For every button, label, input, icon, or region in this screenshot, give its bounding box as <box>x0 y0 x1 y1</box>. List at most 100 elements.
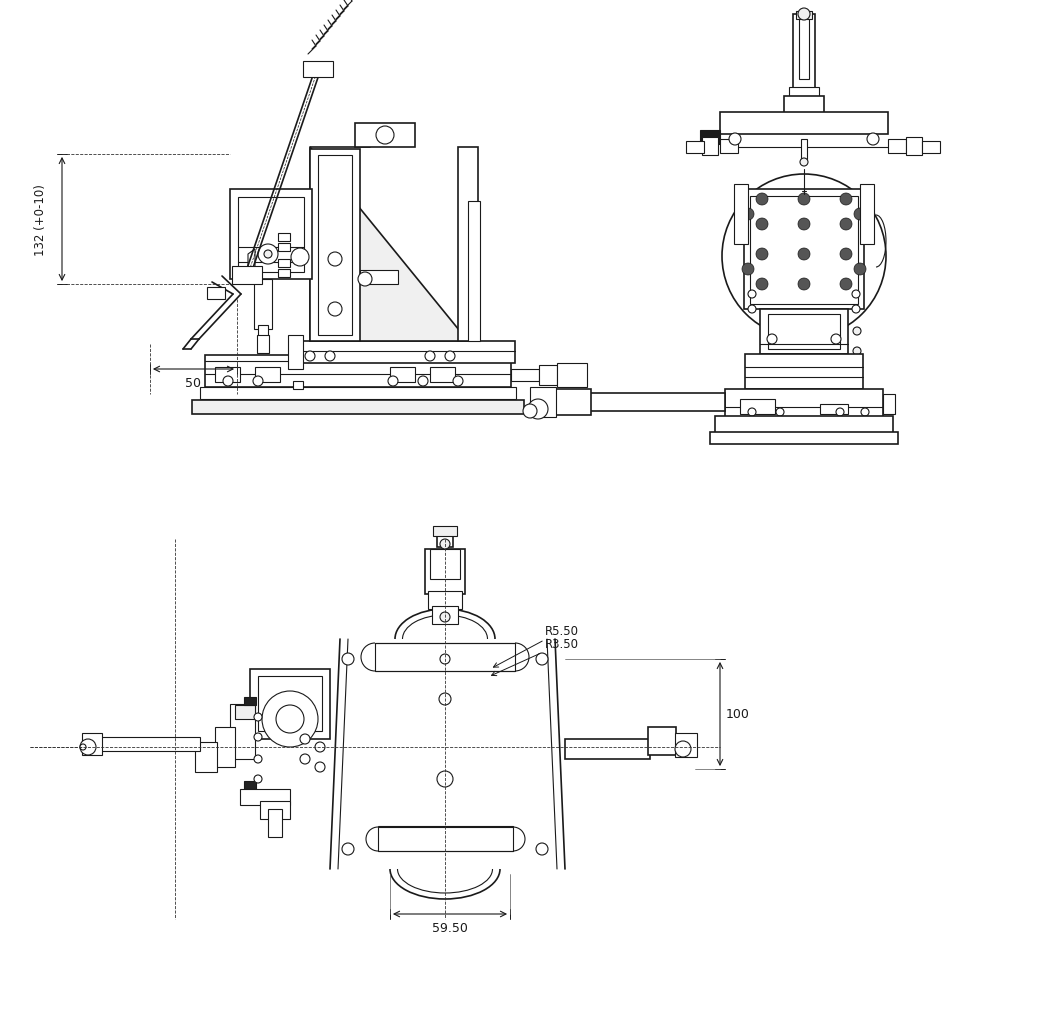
Bar <box>796 12 812 20</box>
Bar <box>565 739 650 759</box>
Circle shape <box>254 775 262 784</box>
Bar <box>82 733 102 755</box>
Circle shape <box>756 249 768 261</box>
Bar <box>432 607 458 625</box>
Circle shape <box>254 755 262 763</box>
Bar <box>784 97 824 115</box>
Circle shape <box>867 133 879 146</box>
Bar <box>768 314 839 350</box>
Circle shape <box>854 264 866 276</box>
Bar <box>428 591 462 610</box>
Bar <box>745 355 863 389</box>
Bar <box>740 399 775 415</box>
Circle shape <box>748 291 756 298</box>
Circle shape <box>537 653 548 665</box>
Circle shape <box>853 348 861 356</box>
Text: 50: 50 <box>185 376 201 389</box>
Bar <box>310 150 360 342</box>
Bar <box>883 394 895 415</box>
Bar <box>260 801 290 819</box>
Circle shape <box>756 194 768 206</box>
Bar <box>744 190 864 309</box>
Bar <box>278 260 290 268</box>
Bar <box>750 197 858 304</box>
Bar <box>820 404 848 415</box>
Circle shape <box>748 305 756 313</box>
Circle shape <box>223 377 232 386</box>
Bar <box>906 137 922 156</box>
Text: 59.50: 59.50 <box>432 922 468 934</box>
Circle shape <box>839 218 852 231</box>
Bar <box>715 417 893 435</box>
Bar <box>294 381 303 389</box>
Bar <box>200 387 515 399</box>
Circle shape <box>528 399 548 420</box>
Bar <box>720 113 888 134</box>
Text: R5.50: R5.50 <box>493 625 579 667</box>
Bar <box>425 549 465 594</box>
Circle shape <box>523 404 537 419</box>
Polygon shape <box>248 250 255 280</box>
Bar <box>238 198 304 273</box>
Circle shape <box>675 741 691 757</box>
Circle shape <box>300 734 310 744</box>
Circle shape <box>254 714 262 721</box>
Bar <box>278 234 290 242</box>
Bar <box>859 185 874 245</box>
Bar <box>734 185 748 245</box>
Circle shape <box>328 302 342 316</box>
Bar <box>557 364 587 387</box>
Bar <box>675 733 697 757</box>
Bar <box>268 809 282 837</box>
Circle shape <box>276 706 304 733</box>
Circle shape <box>439 694 451 706</box>
Bar <box>303 62 333 78</box>
Circle shape <box>388 377 398 386</box>
Bar <box>590 393 725 411</box>
Circle shape <box>798 194 810 206</box>
Bar <box>686 142 704 154</box>
Bar <box>215 727 235 767</box>
Circle shape <box>252 377 263 386</box>
Circle shape <box>742 209 754 220</box>
Circle shape <box>258 245 278 265</box>
Bar <box>430 549 460 579</box>
Circle shape <box>836 408 844 417</box>
Bar <box>800 15 809 80</box>
Text: R3.50: R3.50 <box>491 637 579 676</box>
Bar <box>437 530 453 548</box>
Bar <box>648 727 676 755</box>
Bar <box>255 368 280 382</box>
Circle shape <box>264 251 272 259</box>
Circle shape <box>358 273 372 287</box>
Circle shape <box>861 408 869 417</box>
Bar <box>511 370 539 381</box>
Circle shape <box>839 249 852 261</box>
Polygon shape <box>310 148 468 342</box>
Text: 100: 100 <box>726 708 750 721</box>
Circle shape <box>440 540 450 549</box>
Bar <box>458 148 478 342</box>
Circle shape <box>798 249 810 261</box>
Bar <box>390 368 414 382</box>
Bar <box>230 705 255 759</box>
Circle shape <box>767 335 777 345</box>
Circle shape <box>315 742 325 752</box>
Circle shape <box>300 754 310 764</box>
Bar <box>760 309 848 355</box>
Bar <box>278 270 290 278</box>
Circle shape <box>831 335 841 345</box>
Bar <box>244 782 256 790</box>
Circle shape <box>742 264 754 276</box>
Circle shape <box>853 328 861 336</box>
Circle shape <box>852 291 859 298</box>
Circle shape <box>445 352 456 362</box>
Circle shape <box>328 253 342 267</box>
Circle shape <box>305 352 315 362</box>
Bar <box>539 366 557 385</box>
Bar <box>378 826 513 851</box>
Circle shape <box>440 654 450 664</box>
Bar <box>235 706 255 719</box>
Bar <box>710 433 898 445</box>
Circle shape <box>537 843 548 855</box>
